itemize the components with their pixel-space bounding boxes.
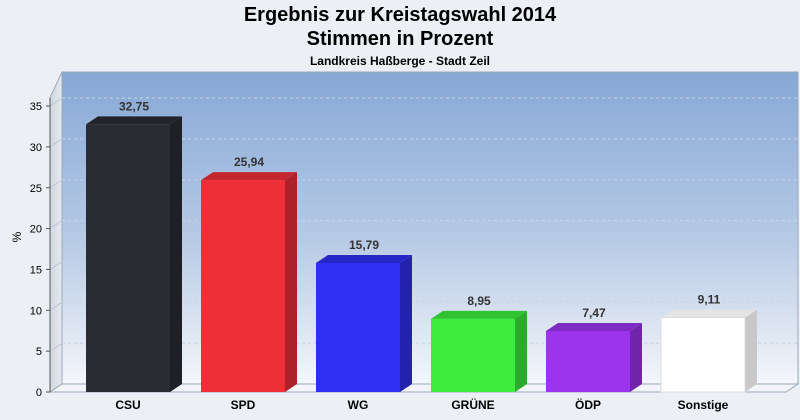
x-tick-label: ÖDP [575,397,601,412]
bar-side [400,254,412,392]
data-label: 32,75 [119,99,149,113]
bar [316,262,400,392]
bar [660,317,746,393]
y-tick-label: 30 [30,142,42,154]
bar-side [630,322,642,392]
bar [546,330,630,392]
x-tick-label: WG [348,398,369,412]
y-tick-label: 0 [36,387,42,399]
bar [431,318,515,392]
x-tick-label: Sonstige [678,398,729,412]
y-axis-label: % [10,231,24,242]
bar-top [201,172,297,181]
bar-side [745,309,757,392]
bar-top [431,310,527,319]
x-tick-label: CSU [115,398,140,412]
data-label: 8,95 [467,294,491,308]
bar-side [515,310,527,392]
data-label: 9,11 [698,293,721,307]
x-tick-label: GRÜNE [451,397,494,412]
y-tick-label: 15 [30,264,42,276]
gridline-side [49,301,63,311]
y-tick-label: 20 [30,224,42,236]
bar-side [170,116,182,393]
chart-subtitle: Landkreis Haßberge - Stadt Zeil [309,54,491,68]
y-tick-label: 25 [30,183,42,195]
bar-top [316,254,412,263]
chart-title: Ergebnis zur Kreistagswahl 2014 [243,4,557,26]
gridline-side [49,261,63,270]
gridline-side [49,220,63,230]
gridline-side [49,138,63,148]
y-tick-label: 5 [36,346,42,358]
y-tick-label: 10 [30,305,42,317]
gridline-side [49,97,63,107]
bar-side [285,172,297,392]
bar [86,124,170,393]
gridline-side [49,179,63,189]
bar [201,180,285,392]
y-tick-label: 35 [30,101,42,113]
bar-top [546,322,642,331]
data-label: 7,47 [582,306,606,320]
chart-title-line2: Stimmen in Prozent [306,28,494,50]
gridline-side [49,342,63,352]
data-label: 15,79 [349,238,379,252]
x-tick-label: SPD [231,398,256,412]
bar-top [661,309,757,318]
data-label: 25,94 [234,155,264,169]
bar-top [86,116,182,125]
